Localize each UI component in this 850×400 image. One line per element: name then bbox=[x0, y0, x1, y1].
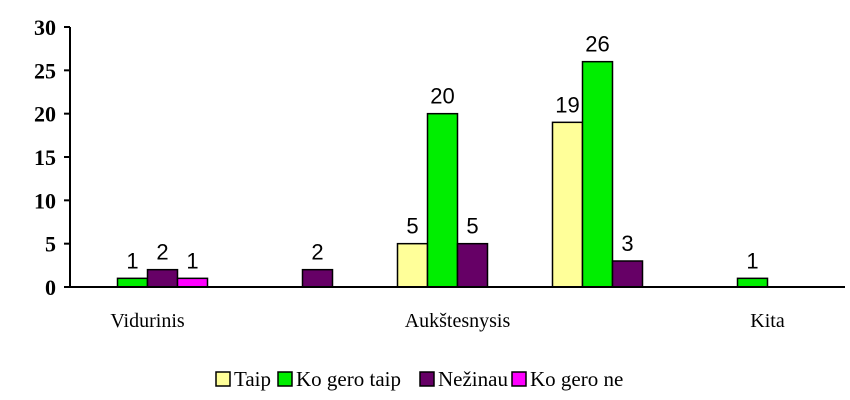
bar bbox=[581, 60, 614, 288]
legend-swatch bbox=[511, 371, 527, 387]
data-label: 20 bbox=[430, 84, 454, 109]
data-label: 2 bbox=[156, 240, 168, 265]
bar bbox=[146, 268, 179, 288]
data-label: 1 bbox=[746, 248, 758, 273]
data-label: 5 bbox=[466, 214, 478, 239]
y-tick-label: 20 bbox=[34, 102, 56, 127]
legend-label: Nežinau bbox=[438, 367, 508, 391]
data-label: 1 bbox=[186, 248, 198, 273]
y-tick-label: 25 bbox=[34, 58, 56, 83]
data-label: 1 bbox=[126, 248, 138, 273]
bar bbox=[736, 277, 769, 288]
legend-label: Ko gero ne bbox=[530, 367, 623, 391]
bar bbox=[426, 112, 459, 288]
y-tick-label: 10 bbox=[34, 188, 56, 213]
legend-swatch bbox=[215, 371, 231, 387]
y-tick-label: 5 bbox=[45, 232, 56, 257]
data-label: 2 bbox=[311, 240, 323, 265]
bar bbox=[116, 277, 149, 288]
legend-label: Taip bbox=[234, 367, 271, 391]
bar bbox=[551, 121, 584, 288]
data-label: 19 bbox=[555, 92, 579, 117]
legend-swatch bbox=[277, 371, 293, 387]
data-label: 5 bbox=[406, 214, 418, 239]
data-label: 3 bbox=[621, 231, 633, 256]
x-tick-label: Aukštesnysis bbox=[405, 310, 511, 332]
y-tick-label: 15 bbox=[34, 145, 56, 170]
legend-swatch bbox=[419, 371, 435, 387]
bar bbox=[301, 268, 334, 288]
bar bbox=[396, 242, 429, 288]
bar bbox=[176, 277, 209, 288]
bar bbox=[611, 260, 644, 288]
x-tick-label: Vidurinis bbox=[110, 310, 185, 332]
y-tick-label: 30 bbox=[34, 15, 56, 40]
data-label: 26 bbox=[585, 32, 609, 57]
y-tick-label: 0 bbox=[45, 275, 56, 300]
x-tick-label: Kita bbox=[750, 310, 785, 332]
bar bbox=[456, 242, 489, 288]
legend-label: Ko gero taip bbox=[296, 367, 401, 391]
